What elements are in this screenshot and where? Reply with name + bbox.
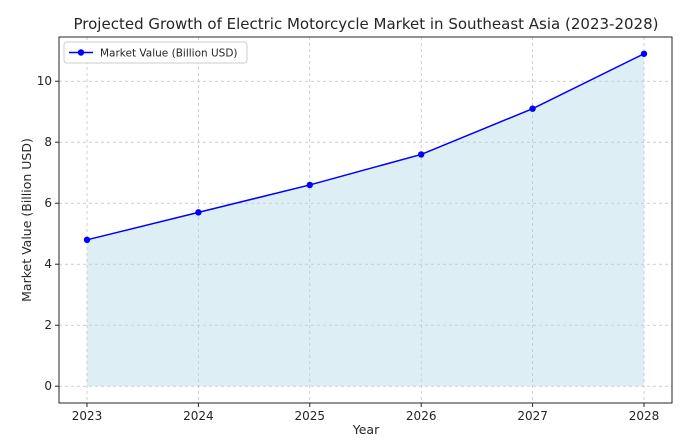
- y-tick-label: 10: [37, 74, 52, 88]
- data-point: [640, 50, 648, 57]
- x-tick-label: 2027: [517, 409, 548, 423]
- legend-label: Market Value (Billion USD): [100, 48, 238, 60]
- data-point: [418, 151, 425, 158]
- y-tick-label: 6: [44, 196, 52, 210]
- x-axis-ticks: 2023 2024 2025 2026 2027 2028: [72, 403, 660, 423]
- chart-title: Projected Growth of Electric Motorcycle …: [74, 15, 659, 33]
- series-line: [86, 53, 645, 241]
- x-tick-label: 2024: [183, 409, 214, 423]
- y-tick-label: 2: [44, 318, 52, 332]
- data-point: [529, 105, 536, 112]
- x-axis-label: Year: [352, 422, 380, 437]
- data-point: [195, 209, 202, 216]
- x-tick-label: 2025: [295, 409, 326, 423]
- y-tick-label: 0: [44, 379, 52, 393]
- x-tick-label: 2026: [406, 409, 437, 423]
- data-point: [83, 236, 91, 244]
- y-tick-label: 8: [44, 135, 52, 149]
- data-point: [306, 181, 313, 189]
- area-fill: [87, 53, 644, 387]
- y-axis-ticks: 0 2 4 6 8 10: [37, 74, 59, 393]
- plot-frame: [58, 36, 673, 404]
- legend-box: [63, 41, 248, 64]
- x-tick-label: 2023: [72, 409, 103, 423]
- grid-lines: [59, 37, 672, 403]
- data-points: [83, 50, 648, 244]
- y-axis-label: Market Value (Billion USD): [19, 138, 34, 302]
- legend: Market Value (Billion USD): [63, 41, 248, 64]
- legend-marker: [77, 49, 85, 56]
- y-tick-label: 4: [44, 257, 52, 271]
- x-tick-label: 2028: [629, 409, 660, 423]
